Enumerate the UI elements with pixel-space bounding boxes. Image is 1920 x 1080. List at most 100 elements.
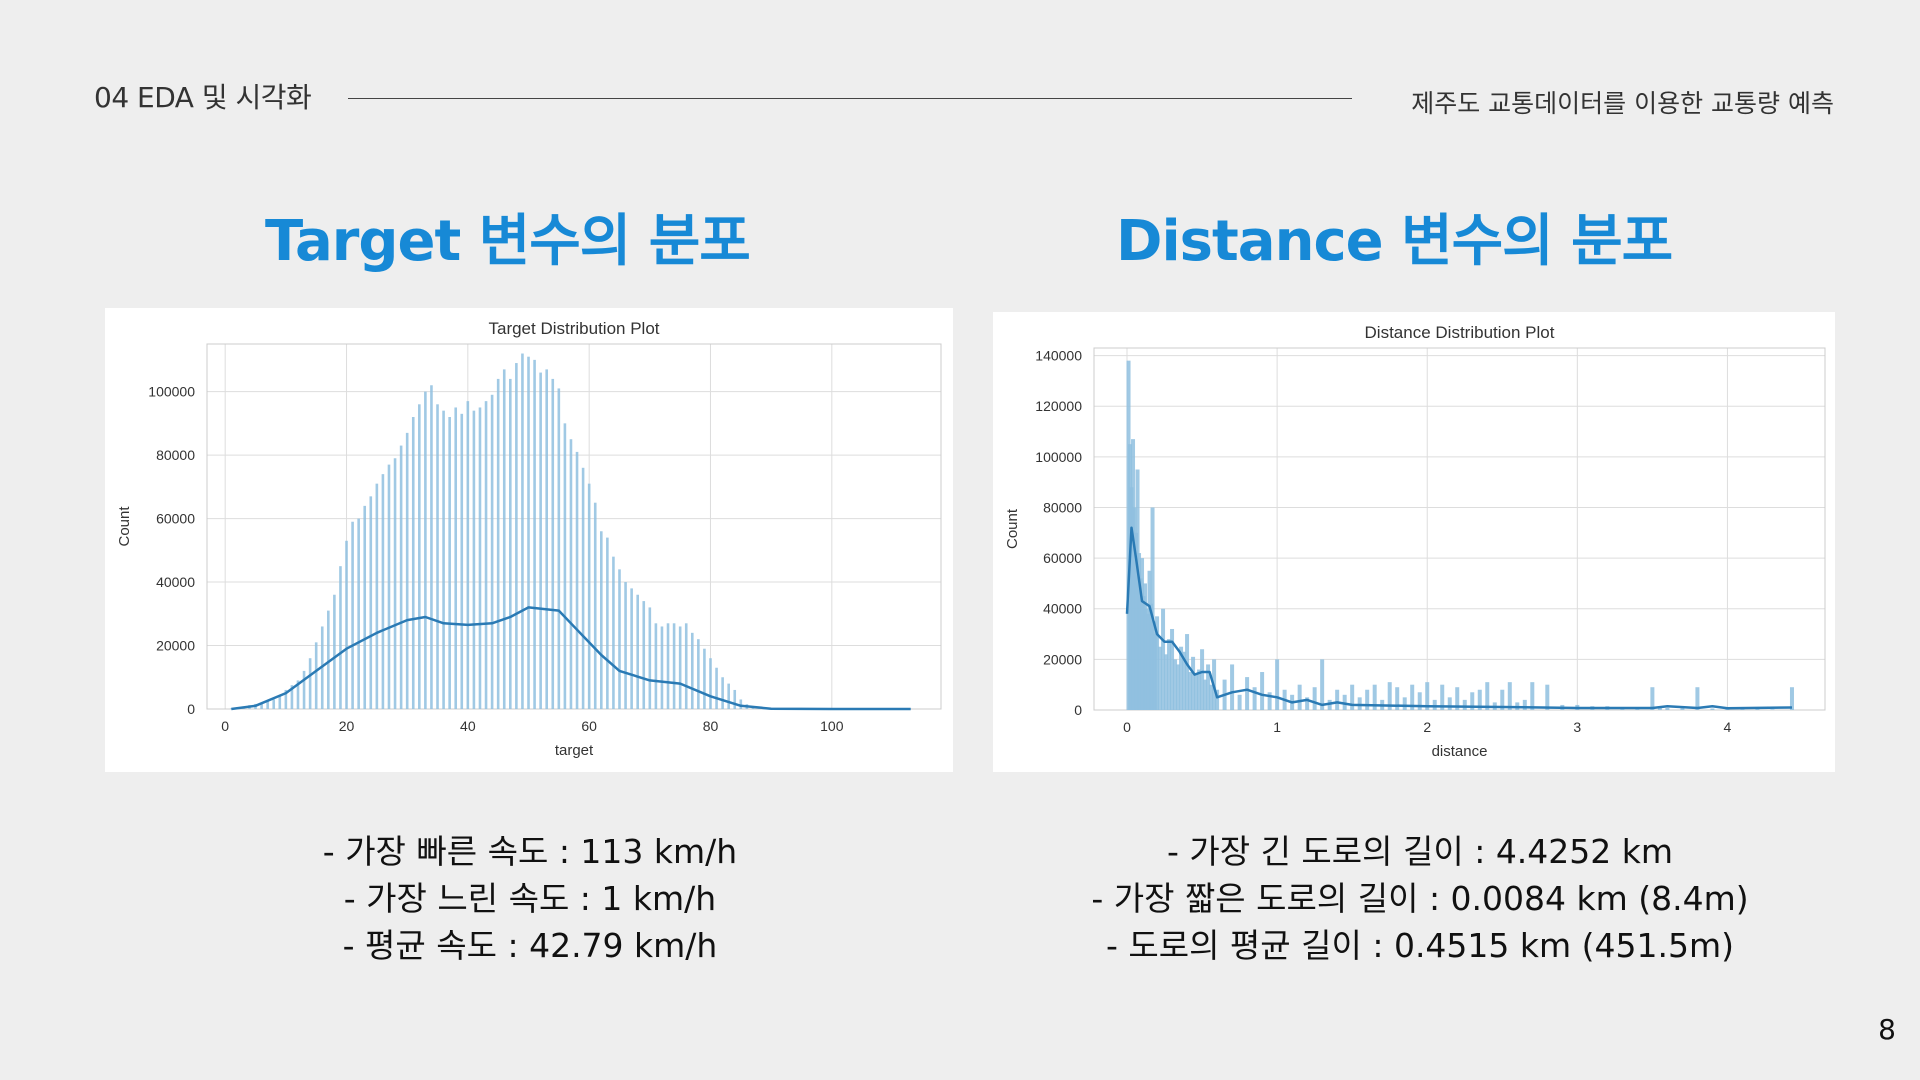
max-length-text: - 가장 긴 도로의 길이 : 4.4252 km bbox=[1166, 832, 1674, 871]
histogram-bar bbox=[448, 417, 451, 709]
histogram-bar bbox=[260, 702, 263, 709]
mean-length-text: - 도로의 평균 길이 : 0.4515 km (451.5m) bbox=[1105, 926, 1735, 965]
histogram-bar bbox=[387, 464, 391, 709]
histogram-bar bbox=[1402, 697, 1407, 710]
y-tick-label: 140000 bbox=[1035, 348, 1082, 364]
histogram-bar bbox=[1252, 687, 1257, 710]
histogram-bar bbox=[1206, 664, 1211, 710]
histogram-bar bbox=[509, 378, 512, 709]
histogram-bar bbox=[1320, 659, 1325, 710]
x-tick-label: 0 bbox=[1123, 719, 1131, 735]
histogram-bar bbox=[296, 680, 300, 709]
histogram-bar bbox=[478, 407, 482, 709]
histogram-bar bbox=[496, 378, 500, 709]
histogram-bar bbox=[333, 594, 336, 709]
presentation-subtitle: 제주도 교통데이터를 이용한 교통량 예측 bbox=[1411, 89, 1834, 118]
histogram-bar bbox=[1155, 616, 1160, 710]
histogram-bar bbox=[284, 689, 288, 709]
x-tick-label: 100 bbox=[820, 718, 844, 734]
histogram-bar bbox=[545, 369, 549, 709]
histogram-bar bbox=[1209, 684, 1214, 710]
histogram-bar bbox=[375, 483, 379, 709]
histogram-bar bbox=[436, 404, 439, 709]
max-speed-text: - 가장 빠른 속도 : 113 km/h bbox=[322, 832, 738, 871]
histogram-bar bbox=[1440, 684, 1445, 710]
histogram-bar bbox=[557, 388, 561, 709]
histogram-bar bbox=[1530, 682, 1535, 710]
histogram-bar bbox=[1182, 651, 1187, 710]
histogram-bar bbox=[1167, 639, 1172, 710]
histogram-bar bbox=[1158, 646, 1163, 710]
histogram-bar bbox=[1365, 689, 1370, 710]
histogram-bar bbox=[618, 569, 621, 709]
histogram-bar bbox=[1185, 634, 1190, 710]
histogram-bar bbox=[1245, 677, 1250, 710]
histogram-bar bbox=[606, 537, 609, 709]
histogram-bar bbox=[381, 474, 385, 709]
histogram-bar bbox=[308, 658, 312, 709]
histogram-bar bbox=[290, 685, 294, 709]
histogram-bar bbox=[727, 683, 730, 709]
histogram-bar bbox=[1197, 669, 1202, 710]
target-distribution-chart: 0 20 40 60 80 100 0 20000 40000 60000 80000 100000 T… bbox=[116, 319, 942, 759]
x-axis-label: target bbox=[555, 742, 594, 759]
histogram-bar bbox=[454, 407, 458, 709]
histogram-bar bbox=[1710, 708, 1715, 710]
distance-distribution-chart: 0 1 2 3 4 0 20000 40000 60000 80000 100000 120000 14… bbox=[1004, 323, 1826, 760]
histogram-bar bbox=[1522, 699, 1527, 710]
histogram-bar bbox=[642, 601, 646, 709]
histogram-bar bbox=[1161, 608, 1166, 710]
histogram-bar bbox=[1395, 687, 1400, 710]
histogram-bar bbox=[593, 502, 597, 709]
histogram-bar bbox=[1545, 684, 1550, 710]
kde-curve bbox=[1125, 526, 1793, 710]
histogram-bar bbox=[399, 445, 403, 709]
x-tick-label: 40 bbox=[460, 718, 476, 734]
y-tick-label: 100000 bbox=[148, 384, 195, 400]
x-tick-label: 60 bbox=[581, 718, 597, 734]
histogram-bar bbox=[302, 670, 306, 709]
histogram-bar bbox=[418, 404, 421, 709]
histogram-bar bbox=[648, 607, 652, 709]
x-axis-label: distance bbox=[1432, 743, 1488, 760]
y-tick-label: 0 bbox=[1074, 702, 1082, 718]
histogram-bar bbox=[1176, 664, 1181, 710]
min-length-text: - 가장 짧은 도로의 길이 : 0.0084 km (8.4m) bbox=[1091, 879, 1749, 918]
histogram-bar bbox=[1755, 708, 1760, 710]
histogram-bar bbox=[1485, 682, 1490, 710]
histogram-bar bbox=[424, 391, 427, 709]
chart-title: Distance Distribution Plot bbox=[1365, 323, 1555, 342]
mean-speed-text: - 평균 속도 : 42.79 km/h bbox=[342, 926, 718, 965]
histogram-bar bbox=[351, 521, 354, 709]
histogram-bar bbox=[539, 372, 542, 709]
histogram-bar bbox=[357, 518, 360, 709]
histogram-bar bbox=[327, 610, 330, 709]
plot-frame bbox=[1093, 347, 1826, 711]
histogram-bar bbox=[363, 505, 367, 709]
y-tick-label: 120000 bbox=[1035, 398, 1082, 414]
histogram-bar bbox=[1267, 692, 1272, 710]
histogram-bar bbox=[660, 626, 664, 709]
histogram-bar bbox=[1425, 682, 1430, 710]
histogram-bar bbox=[1695, 687, 1700, 710]
histogram-bar bbox=[1665, 707, 1670, 710]
histogram-bar bbox=[430, 385, 433, 709]
histogram-bar bbox=[1507, 682, 1512, 710]
section-title: 04 EDA 및 시각화 bbox=[94, 81, 312, 114]
plot-frame bbox=[206, 343, 942, 710]
histogram-bar bbox=[484, 401, 488, 709]
histogram-bar bbox=[1275, 659, 1280, 710]
histogram-bar bbox=[405, 432, 409, 709]
histogram-bar bbox=[1650, 687, 1655, 710]
y-axis-label: Count bbox=[116, 506, 133, 547]
y-axis-label: Count bbox=[1004, 508, 1021, 549]
histogram-bar bbox=[690, 632, 694, 709]
histogram-bar bbox=[460, 413, 464, 709]
histogram-bar bbox=[1170, 628, 1175, 710]
header-divider bbox=[348, 98, 1352, 99]
histogram-bar bbox=[703, 648, 706, 709]
histogram-bar bbox=[502, 369, 506, 709]
histogram-bar bbox=[490, 394, 494, 709]
histogram-bar bbox=[551, 378, 555, 709]
histogram-bar bbox=[1470, 692, 1475, 710]
